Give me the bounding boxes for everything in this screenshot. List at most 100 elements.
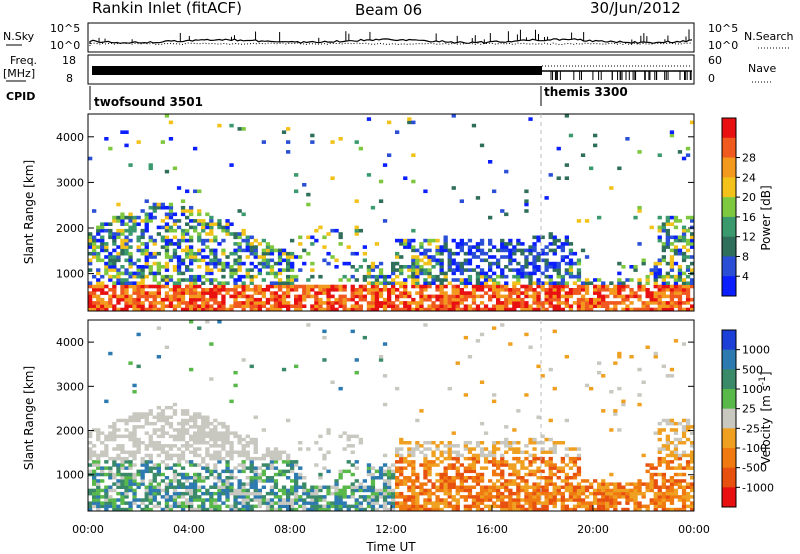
heatmap-cell <box>273 447 279 451</box>
heatmap-cell <box>350 304 355 308</box>
heatmap-cell <box>229 271 234 276</box>
heatmap-cell <box>156 284 161 289</box>
heatmap-cell <box>601 288 606 292</box>
heatmap-cell <box>427 491 432 496</box>
heatmap-cell <box>564 297 569 302</box>
heatmap-cell <box>124 278 129 282</box>
heatmap-cell <box>185 222 190 226</box>
heatmap-cell <box>459 488 464 493</box>
heatmap-cell <box>197 251 202 256</box>
heatmap-cell <box>92 294 97 299</box>
heatmap-cell <box>488 238 493 243</box>
heatmap-cell <box>144 222 149 226</box>
heatmap-cell <box>455 504 460 509</box>
heatmap-cell <box>556 441 561 445</box>
heatmap-cell <box>314 491 319 496</box>
heatmap-cell <box>350 450 355 454</box>
heatmap-cell <box>681 501 687 505</box>
heatmap-cell <box>431 278 436 282</box>
heatmap-cell <box>193 297 198 302</box>
heatmap-cell <box>492 453 497 458</box>
heatmap-cell <box>411 265 416 269</box>
heatmap-cell <box>189 504 194 509</box>
heatmap-cell <box>205 291 210 295</box>
heatmap-cell <box>92 288 97 292</box>
heatmap-cell <box>189 235 194 240</box>
heatmap-cell <box>492 485 497 489</box>
heatmap-cell <box>427 294 432 299</box>
heatmap-cell <box>532 307 537 312</box>
heatmap-cell <box>673 294 679 299</box>
heatmap-cell <box>483 485 489 489</box>
heatmap-cell <box>140 284 145 289</box>
heatmap-cell <box>508 463 513 467</box>
heatmap-cell <box>669 235 675 240</box>
heatmap-cell <box>665 245 670 249</box>
heatmap-cell <box>455 456 460 461</box>
heatmap-cell <box>524 472 529 477</box>
heatmap-cell <box>213 476 218 480</box>
heatmap-cell <box>613 294 618 299</box>
heatmap-cell <box>152 242 157 246</box>
heatmap-cell <box>213 501 218 505</box>
heatmap-cell <box>532 242 537 246</box>
heatmap-cell <box>520 463 525 467</box>
heatmap-cell <box>144 258 149 263</box>
heatmap-cell <box>152 271 157 276</box>
heatmap-cell <box>532 498 537 502</box>
heatmap-cell <box>185 189 190 194</box>
heatmap-cell <box>601 284 606 289</box>
heatmap-cell <box>492 450 497 454</box>
heatmap-cell <box>564 284 569 289</box>
heatmap-cell <box>128 238 133 243</box>
heatmap-cell <box>156 291 161 295</box>
heatmap-cell <box>475 453 481 458</box>
heatmap-cell <box>516 472 521 477</box>
heatmap-cell <box>665 444 670 448</box>
heatmap-cell <box>346 437 351 442</box>
heatmap-cell <box>492 304 497 308</box>
heatmap-cell <box>128 472 133 477</box>
heatmap-cell <box>92 291 97 295</box>
heatmap-cell <box>536 456 541 461</box>
heatmap-cell <box>132 450 137 454</box>
heatmap-cell <box>488 297 493 302</box>
heatmap-cell <box>548 498 553 502</box>
heatmap-cell <box>459 482 464 486</box>
heatmap-cell <box>407 507 412 512</box>
heatmap-cell <box>374 301 380 305</box>
heatmap-cell <box>237 495 242 499</box>
heatmap-cell <box>681 507 687 512</box>
heatmap-cell <box>261 472 266 477</box>
heatmap-cell <box>225 428 230 432</box>
heatmap-cell <box>399 479 404 483</box>
heatmap-cell <box>253 265 258 269</box>
heatmap-cell <box>350 472 355 477</box>
heatmap-cell <box>690 460 695 464</box>
heatmap-cell <box>201 501 206 505</box>
heatmap-cell <box>269 498 275 502</box>
heatmap-cell <box>318 291 323 295</box>
heatmap-cell <box>528 294 533 299</box>
heatmap-cell <box>144 251 149 256</box>
heatmap-cell <box>217 498 222 502</box>
heatmap-cell <box>597 370 602 375</box>
heatmap-cell <box>366 472 372 477</box>
heatmap-cell <box>475 495 481 499</box>
heatmap-cell <box>265 491 271 496</box>
heatmap-cell <box>447 265 452 269</box>
heatmap-cell <box>245 466 250 470</box>
heatmap-cell <box>653 479 658 483</box>
heatmap-cell <box>197 485 202 489</box>
heatmap-cell <box>217 431 222 435</box>
heatmap-cell <box>548 297 553 302</box>
heatmap-cell <box>124 271 129 276</box>
heatmap-cell <box>391 265 396 269</box>
heatmap-cell <box>229 288 234 292</box>
heatmap-cell <box>548 291 553 295</box>
heatmap-cell <box>374 488 380 493</box>
heatmap-cell <box>253 482 258 486</box>
heatmap-cell <box>237 437 242 442</box>
heatmap-cell <box>136 469 141 474</box>
heatmap-cell <box>108 425 113 429</box>
